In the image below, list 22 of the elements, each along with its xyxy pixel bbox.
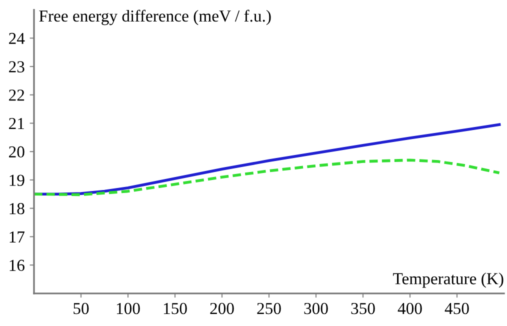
x-tick-label: 350: [351, 302, 375, 314]
x-tick-label: 400: [398, 302, 422, 314]
line-series: [34, 158, 501, 196]
y-tick-label: 22: [9, 90, 24, 101]
x-tick-label: 250: [257, 302, 281, 314]
y-tick-label: 19: [10, 174, 24, 186]
y-tick-label: 16: [10, 260, 24, 271]
y-tick-label: 20: [9, 146, 24, 158]
y-tick-label: 21: [9, 118, 24, 130]
y-tick-label: 18: [10, 203, 24, 214]
y-axis-title: Free energy difference (meV / f.u.): [39, 10, 271, 26]
y-tick-label: 17: [10, 231, 24, 242]
x-tick-label: 300: [304, 302, 328, 314]
y-tick-label: 24: [9, 32, 25, 44]
x-axis-title: Temperature (K): [393, 272, 504, 288]
y-tick-label: 23: [9, 61, 24, 72]
line-series: [34, 123, 501, 196]
x-tick-label: 450: [444, 302, 469, 314]
x-tick-label: 50: [74, 302, 89, 314]
x-tick-label: 100: [116, 302, 140, 314]
x-tick-label: 150: [164, 302, 187, 314]
x-tick-label: 200: [210, 302, 234, 314]
